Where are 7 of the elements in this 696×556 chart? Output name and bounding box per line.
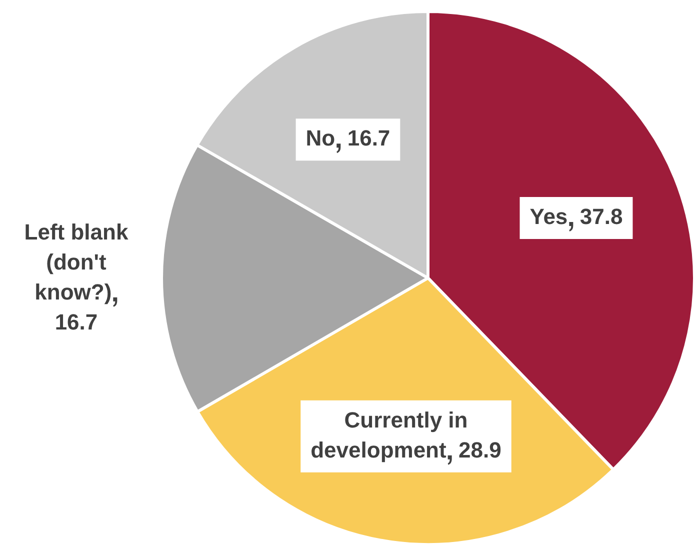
slice-label: Yes	[530, 204, 568, 230]
data-label: 16.7	[347, 126, 390, 151]
slice-label: Left blank (don't know?)	[24, 219, 129, 304]
slice-label: No	[306, 126, 336, 151]
data-label: 28.9	[458, 437, 502, 462]
data-label: 37.8	[580, 204, 623, 230]
data-label: 16.7	[54, 309, 98, 334]
